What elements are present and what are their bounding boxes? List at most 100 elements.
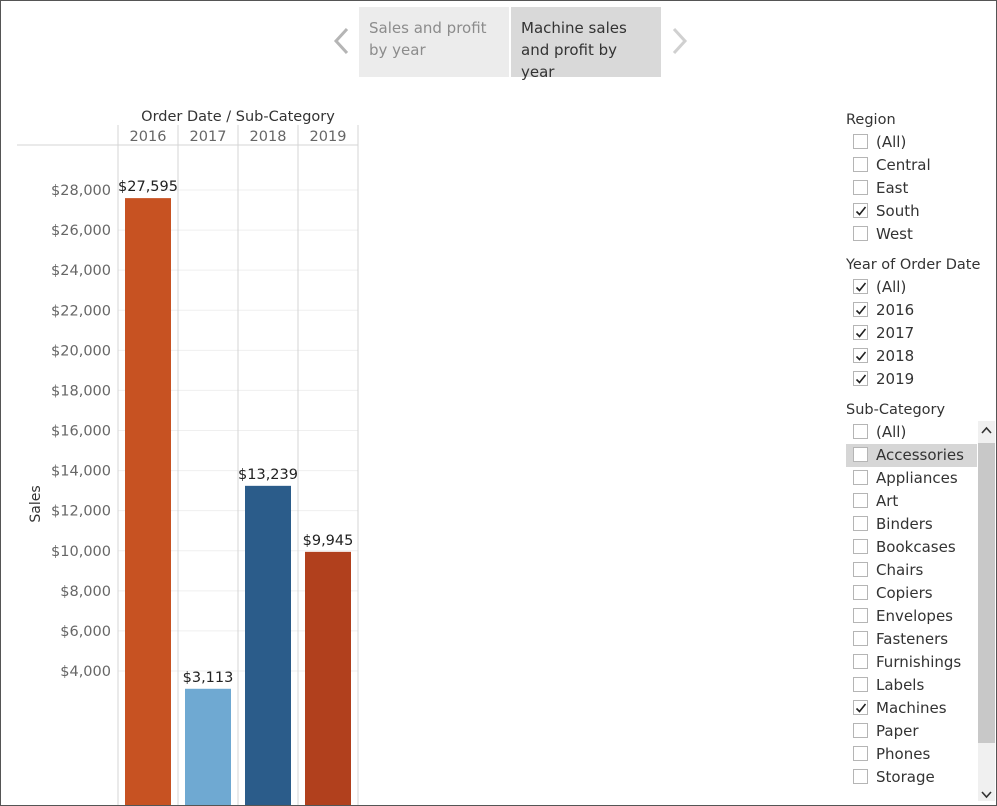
subcategory-option-label: (All)	[876, 423, 907, 441]
subcategory-option[interactable]: Labels	[846, 674, 996, 697]
subcategory-option[interactable]: Art	[846, 490, 996, 513]
bar-2016[interactable]	[125, 198, 171, 806]
checkbox-checked[interactable]	[853, 279, 868, 294]
checkbox-checked[interactable]	[853, 371, 868, 386]
chevron-down-icon	[981, 791, 992, 799]
checkbox-checked[interactable]	[853, 700, 868, 715]
y-tick-label: $24,000	[51, 263, 111, 279]
year-filter-list: (All) 2016 2017 2018 2019	[846, 276, 996, 391]
bar-2017[interactable]	[185, 688, 231, 806]
subcategory-option[interactable]: Envelopes	[846, 605, 996, 628]
checkbox[interactable]	[853, 134, 868, 149]
checkbox[interactable]	[853, 631, 868, 646]
subcategory-option[interactable]: Phones	[846, 743, 996, 766]
subcategory-option[interactable]: (All)	[846, 421, 996, 444]
bar-label-2016: $27,595	[118, 179, 178, 195]
filters-panel: Region (All) Central East South West Year of…	[846, 109, 996, 801]
checkbox[interactable]	[853, 746, 868, 761]
subcategory-option[interactable]: Furnishings	[846, 651, 996, 674]
checkbox[interactable]	[853, 723, 868, 738]
checkbox[interactable]	[853, 447, 868, 462]
year-option[interactable]: 2016	[846, 299, 996, 322]
region-option-label: (All)	[876, 133, 907, 151]
story-prev-button[interactable]	[331, 25, 353, 57]
y-tick-label: $4,000	[60, 664, 111, 680]
y-tick-label: $28,000	[51, 183, 111, 199]
subcategory-option[interactable]: Accessories	[846, 444, 977, 467]
subcategory-option[interactable]: Copiers	[846, 582, 996, 605]
subcategory-option[interactable]: Machines	[846, 697, 996, 720]
checkbox[interactable]	[853, 470, 868, 485]
story-point-machine-sales[interactable]: Machine sales and profit by year	[511, 7, 661, 81]
region-option[interactable]: Central	[846, 154, 996, 177]
bar-2019[interactable]	[305, 551, 351, 806]
checkbox[interactable]	[853, 608, 868, 623]
subcategory-option[interactable]: Chairs	[846, 559, 996, 582]
subcategory-option[interactable]: Fasteners	[846, 628, 996, 651]
region-filter-title: Region	[846, 112, 896, 128]
year-option-label: 2016	[876, 301, 915, 319]
checkbox[interactable]	[853, 516, 868, 531]
scroll-thumb[interactable]	[978, 443, 995, 743]
bars	[125, 198, 351, 806]
subcategory-option-label: Phones	[876, 745, 931, 763]
bar-label-2017: $3,113	[183, 670, 234, 686]
bar-label-2018: $13,239	[238, 467, 298, 483]
year-filter-title: Year of Order Date	[846, 257, 981, 273]
chevron-right-icon	[672, 27, 688, 55]
subcategory-option-label: Envelopes	[876, 607, 953, 625]
subcategory-option-label: Labels	[876, 676, 925, 694]
checkmark-icon	[855, 374, 867, 384]
checkbox-checked[interactable]	[853, 203, 868, 218]
y-tick-label: $12,000	[51, 504, 111, 520]
region-option-label: Central	[876, 156, 931, 174]
checkmark-icon	[855, 206, 867, 216]
checkmark-icon	[855, 305, 867, 315]
year-option[interactable]: 2018	[846, 345, 996, 368]
subcategory-option-label: Paper	[876, 722, 919, 740]
subcategory-option[interactable]: Storage	[846, 766, 996, 789]
subcategory-option[interactable]: Bookcases	[846, 536, 996, 559]
checkbox[interactable]	[853, 654, 868, 669]
bar-label-2019: $9,945	[303, 533, 354, 549]
year-option-label: 2019	[876, 370, 915, 388]
story-point-sales-profit[interactable]: Sales and profit by year	[359, 7, 509, 77]
subcategory-option[interactable]: Appliances	[846, 467, 996, 490]
region-option[interactable]: West	[846, 223, 996, 246]
year-option[interactable]: 2019	[846, 368, 996, 391]
region-option-label: East	[876, 179, 909, 197]
checkbox[interactable]	[853, 424, 868, 439]
checkbox-checked[interactable]	[853, 325, 868, 340]
y-tick-label: $26,000	[51, 223, 111, 239]
region-option-label: West	[876, 225, 913, 243]
checkbox[interactable]	[853, 226, 868, 241]
year-option[interactable]: 2017	[846, 322, 996, 345]
checkbox[interactable]	[853, 562, 868, 577]
checkmark-icon	[855, 703, 867, 713]
checkbox-checked[interactable]	[853, 302, 868, 317]
scroll-down-button[interactable]	[978, 787, 995, 801]
checkbox[interactable]	[853, 493, 868, 508]
checkbox-checked[interactable]	[853, 348, 868, 363]
checkbox[interactable]	[853, 180, 868, 195]
checkbox[interactable]	[853, 539, 868, 554]
region-option[interactable]: (All)	[846, 131, 996, 154]
story-next-button[interactable]	[668, 25, 690, 57]
bar-2018[interactable]	[245, 485, 291, 806]
subcategory-option[interactable]: Binders	[846, 513, 996, 536]
region-option[interactable]: East	[846, 177, 996, 200]
year-option[interactable]: (All)	[846, 276, 996, 299]
checkbox[interactable]	[853, 585, 868, 600]
y-tick-label: $10,000	[51, 544, 111, 560]
checkbox[interactable]	[853, 677, 868, 692]
region-option[interactable]: South	[846, 200, 996, 223]
subcategory-filter-title: Sub-Category	[846, 402, 946, 418]
subcategory-scrollbar[interactable]	[978, 421, 995, 801]
year-headers: 2016 2017 2018 2019	[130, 129, 347, 145]
subcategory-option-label: Furnishings	[876, 653, 962, 671]
checkbox[interactable]	[853, 769, 868, 784]
scroll-up-button[interactable]	[978, 421, 995, 441]
checkbox[interactable]	[853, 157, 868, 172]
subcategory-option[interactable]: Paper	[846, 720, 996, 743]
